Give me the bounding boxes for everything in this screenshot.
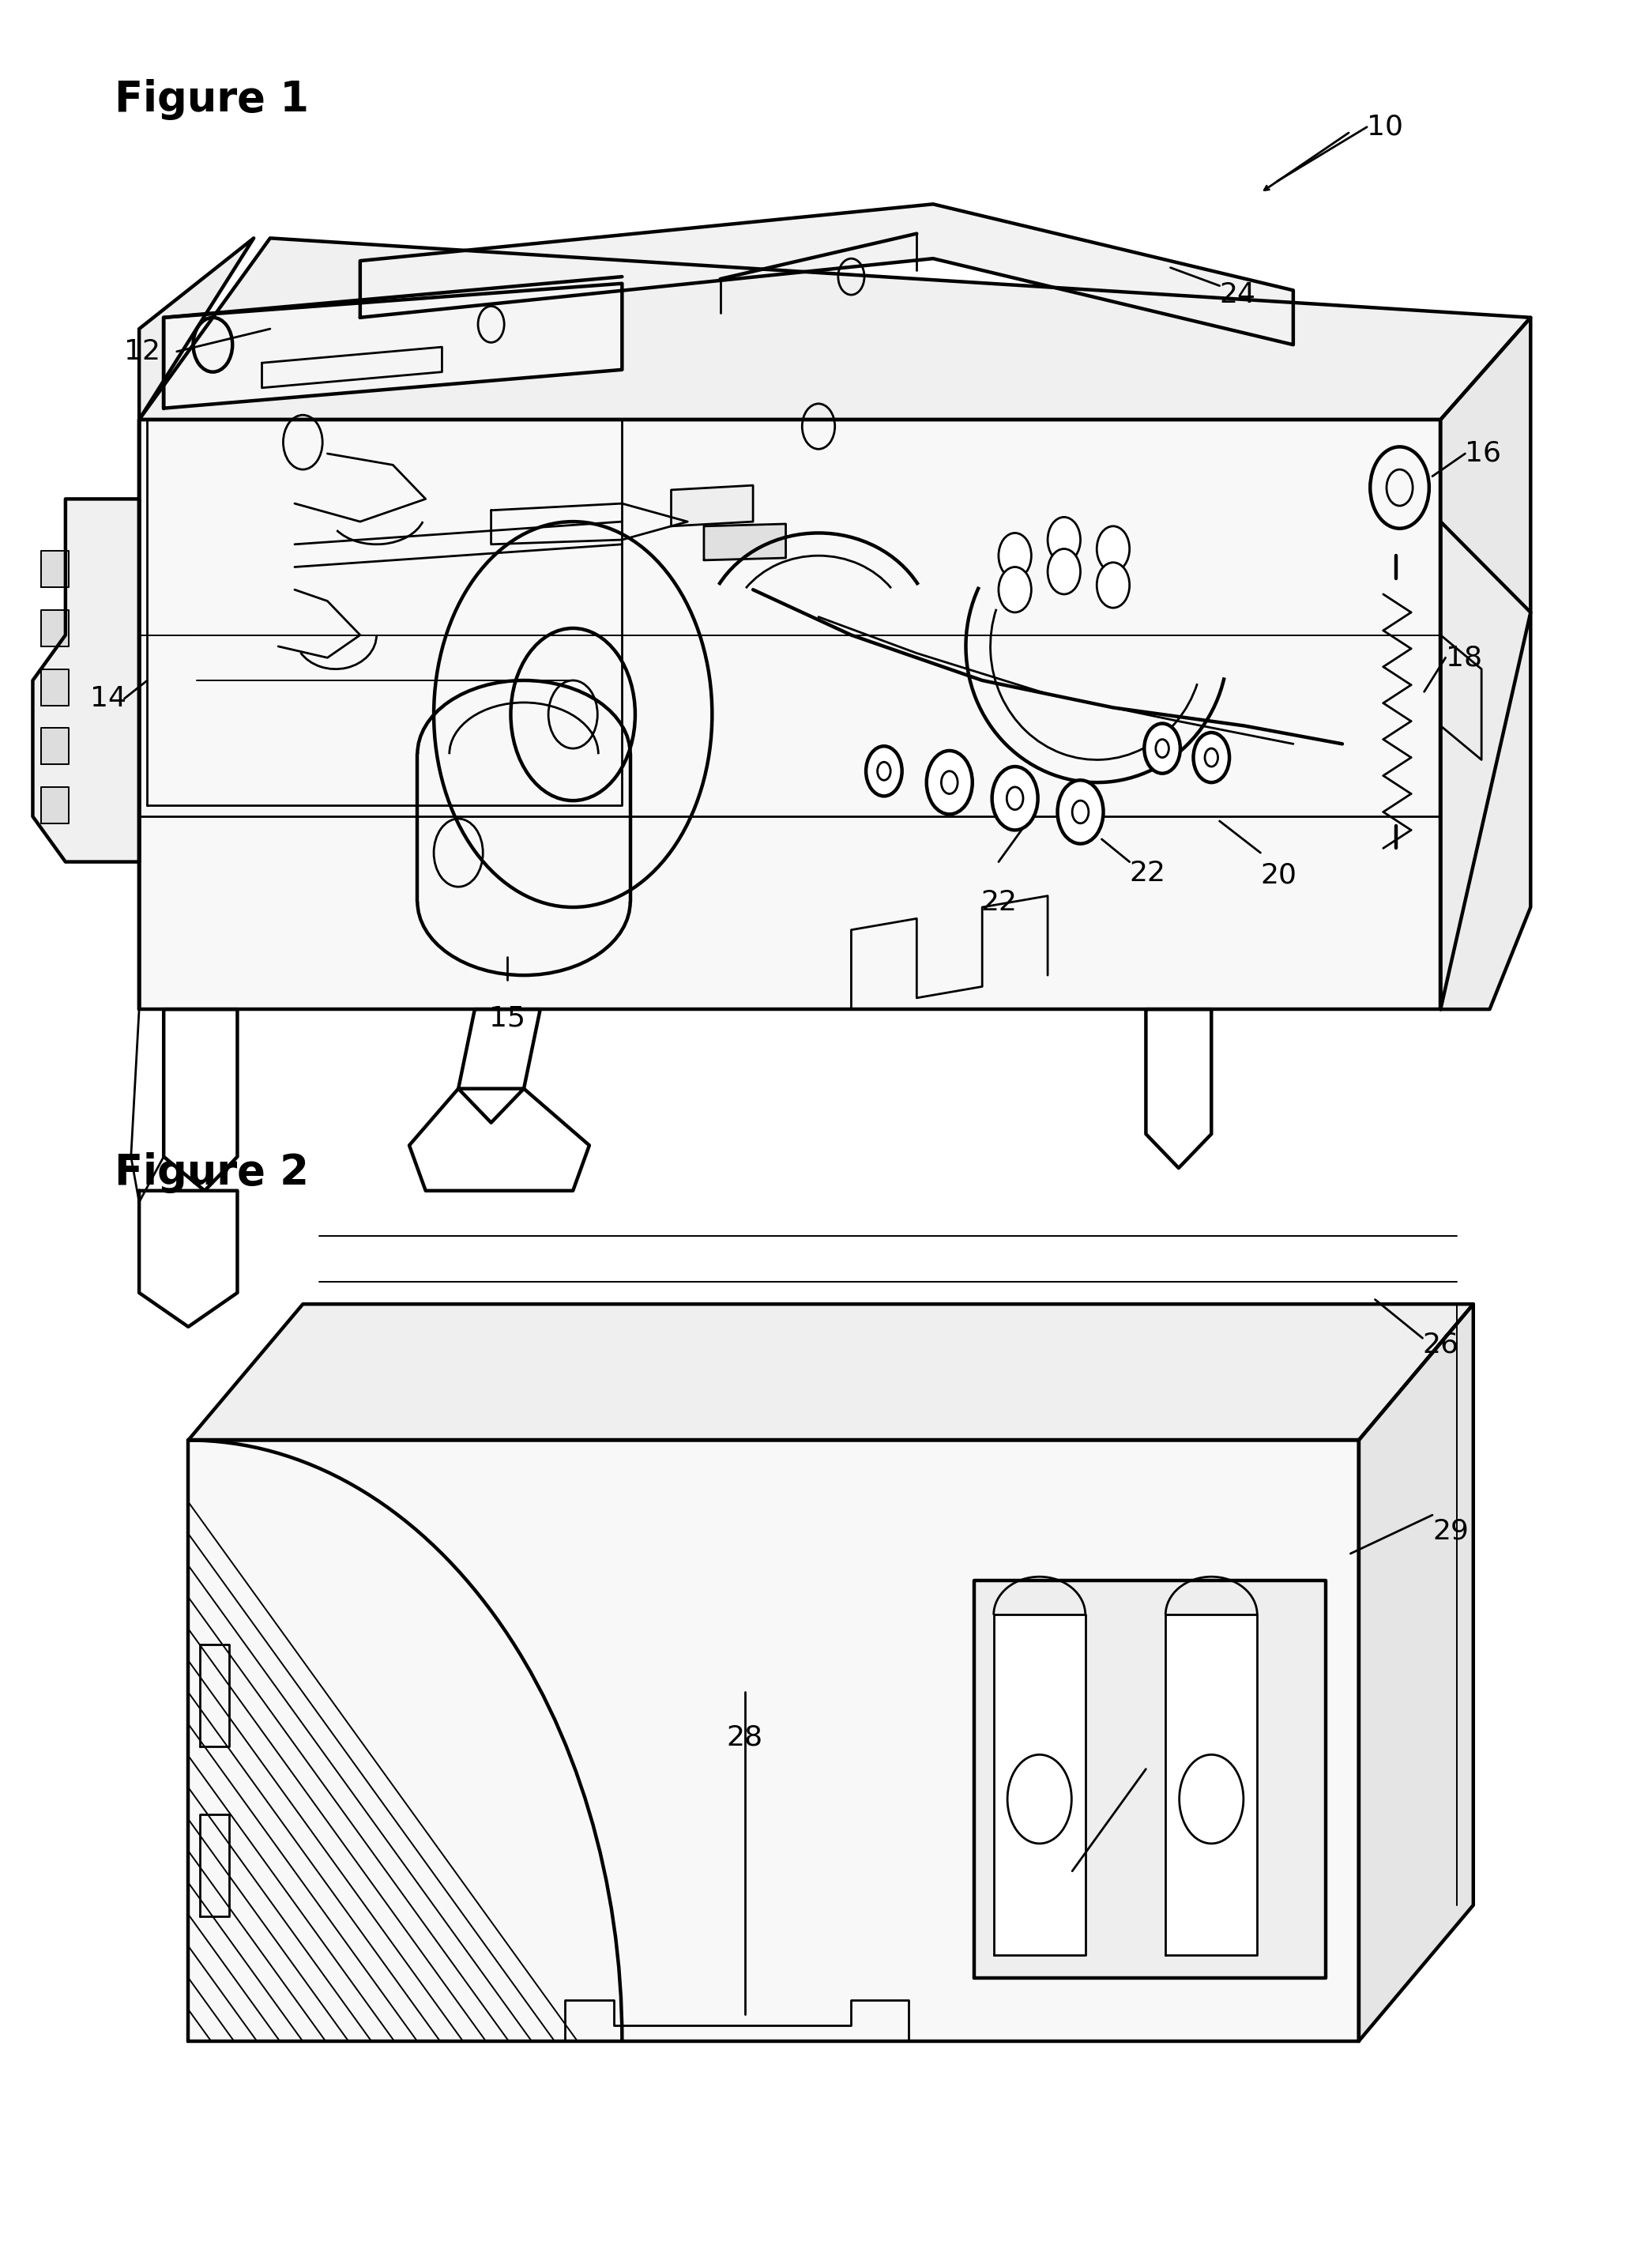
Circle shape — [999, 533, 1031, 578]
Text: 16: 16 — [1465, 440, 1501, 467]
Text: 20: 20 — [1260, 862, 1297, 889]
Circle shape — [1097, 526, 1130, 572]
Polygon shape — [1441, 522, 1531, 1009]
Circle shape — [866, 746, 902, 796]
Text: Figure 2: Figure 2 — [115, 1152, 309, 1193]
Text: 12: 12 — [124, 338, 160, 365]
Text: 10: 10 — [1367, 113, 1403, 141]
Polygon shape — [188, 1304, 1473, 1440]
Circle shape — [999, 567, 1031, 612]
Text: 24: 24 — [1220, 281, 1256, 308]
Polygon shape — [360, 204, 1293, 345]
Text: 15: 15 — [489, 1005, 525, 1032]
Polygon shape — [41, 551, 69, 587]
Circle shape — [1058, 780, 1103, 844]
Text: 22: 22 — [1130, 860, 1166, 887]
Polygon shape — [41, 669, 69, 705]
Circle shape — [1097, 562, 1130, 608]
Polygon shape — [139, 420, 1441, 1009]
Polygon shape — [1359, 1304, 1473, 2041]
Text: 22: 22 — [981, 889, 1017, 916]
Polygon shape — [41, 787, 69, 823]
Text: Figure 1: Figure 1 — [115, 79, 309, 120]
Circle shape — [992, 767, 1038, 830]
Text: 18: 18 — [1445, 644, 1481, 671]
Polygon shape — [671, 485, 753, 526]
Polygon shape — [1441, 318, 1531, 1009]
Polygon shape — [33, 499, 139, 862]
Polygon shape — [41, 728, 69, 764]
Polygon shape — [41, 610, 69, 646]
Polygon shape — [139, 238, 254, 1009]
Polygon shape — [139, 238, 1531, 420]
Text: 14: 14 — [90, 685, 126, 712]
Circle shape — [1048, 549, 1080, 594]
Circle shape — [1144, 723, 1180, 773]
Polygon shape — [1166, 1615, 1257, 1955]
Text: 29: 29 — [1432, 1517, 1468, 1545]
Circle shape — [927, 751, 972, 814]
Polygon shape — [164, 284, 622, 408]
Polygon shape — [994, 1615, 1085, 1955]
Polygon shape — [188, 1440, 1359, 2041]
Text: 28: 28 — [727, 1724, 763, 1751]
Polygon shape — [704, 524, 786, 560]
Circle shape — [1048, 517, 1080, 562]
Polygon shape — [974, 1581, 1326, 1978]
Text: 26: 26 — [1423, 1331, 1459, 1359]
Circle shape — [1193, 733, 1229, 782]
